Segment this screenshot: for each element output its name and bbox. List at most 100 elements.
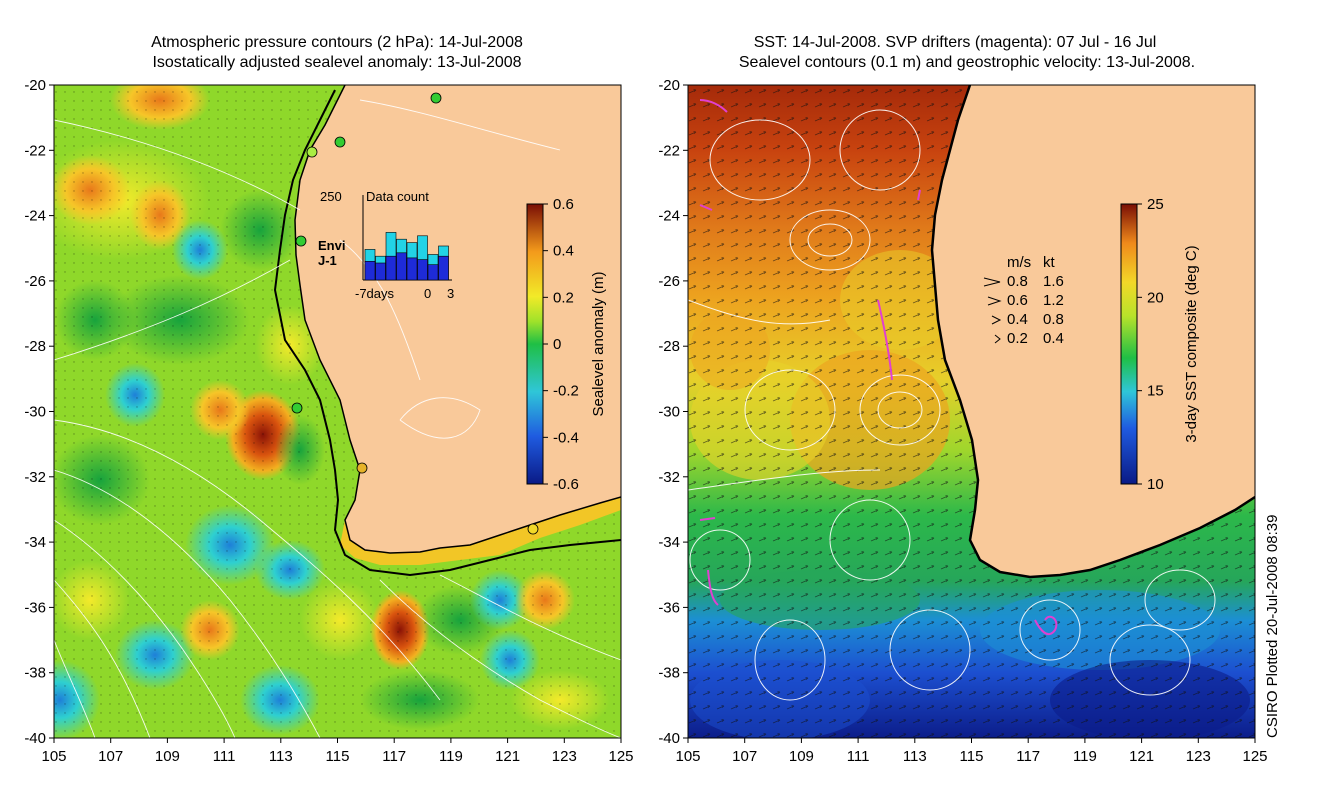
left-lon-label: 105 <box>41 748 66 765</box>
velocity-kt-value: 1.2 <box>1043 292 1064 309</box>
left-lon-label: 119 <box>439 748 463 765</box>
velocity-header-kt: kt <box>1043 254 1056 271</box>
left-lon-label: 125 <box>608 748 633 765</box>
left-colorbar-tick-label: 0.6 <box>553 196 574 213</box>
right-lat-label: -34 <box>658 534 680 551</box>
right-lat-label: -28 <box>658 338 680 355</box>
right-lat-label: -32 <box>658 469 680 486</box>
left-lat-axis: -20 -22 -24 -26 -28 -30 -32 -34 -36 -38 -40 <box>24 77 54 747</box>
left-lon-label: 117 <box>382 748 406 765</box>
data-count-bars <box>364 232 449 281</box>
right-lon-label: 107 <box>732 748 757 765</box>
right-lat-label: -30 <box>658 404 680 421</box>
right-lon-label: 123 <box>1186 748 1211 765</box>
data-count-xlabel-start: -7days <box>355 286 395 301</box>
right-lat-axis: -20 -22 -24 -26 -28 -30 -32 -34 -36 -38 -40 <box>658 77 688 747</box>
left-colorbar-tick-label: 0.4 <box>553 243 574 260</box>
left-lat-label: -24 <box>24 208 46 225</box>
velocity-ms-value: 0.4 <box>1007 311 1028 328</box>
left-colorbar-tick-label: -0.4 <box>553 429 579 446</box>
left-lon-label: 113 <box>269 748 293 765</box>
left-lat-label: -28 <box>24 338 46 355</box>
velocity-kt-value: 0.4 <box>1043 330 1064 347</box>
data-count-bar-j1 <box>427 264 439 281</box>
velocity-arrow <box>991 315 1002 325</box>
left-colorbar: 0.6 0.4 0.2 0 -0.2 -0.4 -0.6 Sealevel anomaly … <box>526 196 607 493</box>
left-colorbar-ticks: 0.6 0.4 0.2 0 -0.2 -0.4 -0.6 <box>543 196 579 493</box>
left-lat-label: -40 <box>24 730 46 747</box>
right-colorbar-tick-label: 20 <box>1147 289 1164 306</box>
right-title-line1: SST: 14-Jul-2008. SVP drifters (magenta)… <box>754 34 1157 51</box>
data-count-bar-j1 <box>375 262 386 281</box>
velocity-kt-value: 0.8 <box>1043 311 1064 328</box>
left-lat-label: -20 <box>24 77 46 94</box>
left-colorbar-tick-label: 0.2 <box>553 289 574 306</box>
data-count-bar-j1 <box>438 255 449 281</box>
velocity-header-ms: m/s <box>1007 254 1031 271</box>
right-lat-label: -20 <box>658 77 680 94</box>
velocity-arrow <box>987 296 1002 306</box>
right-lat-label: -26 <box>658 273 680 290</box>
velocity-kt-value: 1.6 <box>1043 273 1064 290</box>
data-count-bar-j1 <box>406 257 418 281</box>
data-count-xlabel-zero: 0 <box>424 286 431 301</box>
right-lon-label: 111 <box>847 748 870 765</box>
velocity-ms-value: 0.6 <box>1007 292 1028 309</box>
right-lon-axis: 105 107 109 111 113 115 117 119 121 123 125 <box>675 738 1268 765</box>
velocity-arrow <box>983 277 1001 287</box>
right-panel: SST: 14-Jul-2008. SVP drifters (magenta)… <box>658 34 1281 765</box>
left-lon-label: 111 <box>213 748 236 765</box>
right-lon-label: 117 <box>1016 748 1040 765</box>
right-lat-label: -40 <box>658 730 680 747</box>
left-lat-label: -36 <box>24 599 46 616</box>
right-lon-label: 121 <box>1129 748 1154 765</box>
left-colorbar-tick-label: -0.2 <box>553 383 579 400</box>
left-lat-label: -30 <box>24 404 46 421</box>
left-lon-label: 109 <box>155 748 180 765</box>
legend-j1: J-1 <box>318 253 337 268</box>
left-panel: Atmospheric pressure contours (2 hPa): 1… <box>24 34 634 765</box>
right-colorbar-tick-label: 15 <box>1147 383 1164 400</box>
data-count-bar-j1 <box>417 259 428 281</box>
velocity-ms-value: 0.2 <box>1007 330 1028 347</box>
left-lat-label: -38 <box>24 665 46 682</box>
left-title-line1: Atmospheric pressure contours (2 hPa): 1… <box>151 34 523 51</box>
velocity-ms-value: 0.8 <box>1007 273 1028 290</box>
right-title-line2: Sealevel contours (0.1 m) and geostrophi… <box>739 54 1195 71</box>
data-count-bar-j1 <box>396 252 407 281</box>
right-colorbar: 25 20 15 10 3-day SST composite (deg C) <box>1120 196 1200 493</box>
right-lon-label: 109 <box>789 748 814 765</box>
velocity-rows: 0.8 1.6 0.6 1.2 0.4 0.8 0.2 0.4 <box>983 273 1064 347</box>
data-count-ymax: 250 <box>320 189 342 204</box>
data-count-bar-j1 <box>364 260 376 281</box>
left-lat-label: -32 <box>24 469 46 486</box>
data-count-bar-j1 <box>385 255 397 281</box>
left-lon-label: 121 <box>495 748 520 765</box>
left-lat-label: -34 <box>24 534 46 551</box>
right-lon-label: 125 <box>1242 748 1267 765</box>
data-count-inset: Data count 250 Envi J-1 -7days 0 3 <box>318 189 454 301</box>
right-lon-label: 119 <box>1073 748 1097 765</box>
right-lon-label: 105 <box>675 748 700 765</box>
left-lon-label: 107 <box>98 748 123 765</box>
right-lat-label: -36 <box>658 599 680 616</box>
right-colorbar-tick-label: 10 <box>1147 476 1164 493</box>
right-lat-label: -24 <box>658 208 680 225</box>
legend-envi: Envi <box>318 238 345 253</box>
velocity-legend: m/s kt 0.8 1.6 0.6 1.2 0.4 0.8 0.2 0.4 <box>983 254 1064 347</box>
right-colorbar-ticks: 25 20 15 10 <box>1137 196 1164 493</box>
left-colorbar-label: Sealevel anomaly (m) <box>590 271 607 416</box>
sst-map <box>688 85 1255 738</box>
left-lon-axis: 105 107 109 111 113 115 117 119 121 123 125 <box>41 738 634 765</box>
svp-drifters <box>699 99 1058 636</box>
left-colorbar-tick-label: -0.6 <box>553 476 579 493</box>
right-lon-label: 113 <box>903 748 927 765</box>
footer-credit: CSIRO Plotted 20-Jul-2008 08:39 <box>1264 515 1281 738</box>
right-colorbar-label: 3-day SST composite (deg C) <box>1183 245 1200 442</box>
left-lon-label: 123 <box>552 748 577 765</box>
left-title-line2: Isostatically adjusted sealevel anomaly:… <box>152 54 521 71</box>
velocity-arrow <box>994 334 1001 344</box>
data-count-xlabel-end: 3 <box>447 286 454 301</box>
left-colorbar-tick-label: 0 <box>553 336 561 353</box>
